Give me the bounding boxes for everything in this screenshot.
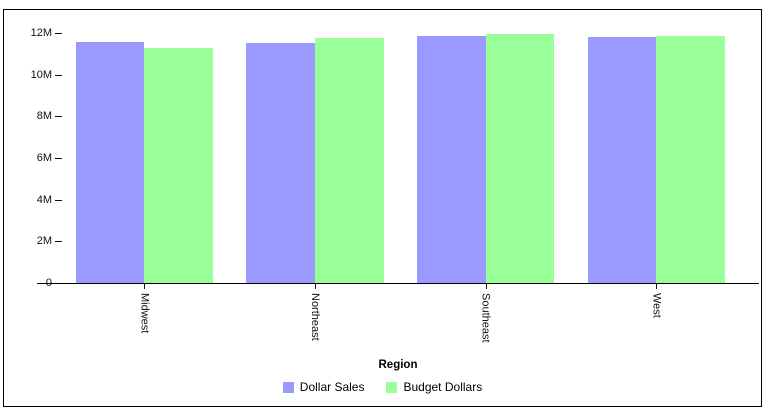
bar-dollar-sales-northeast [246,43,315,283]
y-tick-label-4m: 4M [36,193,52,206]
bar-dollar-sales-west [587,37,657,283]
x-tick-label-northeast: Northeast [308,293,321,341]
x-tick-mark-northeast [314,283,316,289]
y-tick-mark [55,74,62,76]
legend-item-dollar-sales: Dollar Sales [282,380,365,394]
y-tick-label-12m: 12M [30,27,52,39]
legend-label-dollar-sales: Dollar Sales [299,380,365,394]
x-tick-label-west: West [650,293,663,318]
x-tick-mark-midwest [144,283,146,289]
bar-dollar-sales-midwest [75,42,145,283]
grouped-bar-chart: 02M4M6M8M10M12M MidwestNortheastSoutheas… [3,9,762,407]
y-tick-label-6m: 6M [36,152,52,164]
x-tick-label-midwest: Midwest [138,293,151,334]
x-tick-mark-west [656,283,658,289]
y-tick-label-10m: 10M [30,68,52,81]
x-axis-title: Region [378,359,418,371]
bar-budget-dollars-southeast [485,34,555,283]
bar-budget-dollars-northeast [314,38,384,283]
legend-item-budget-dollars: Budget Dollars [386,380,482,394]
x-tick-mark-southeast [485,283,487,289]
y-tick-mark [55,158,62,159]
bar-dollar-sales-southeast [417,36,486,283]
bar-budget-dollars-midwest [144,47,213,283]
y-tick-mark [55,199,62,201]
bar-budget-dollars-west [656,36,725,283]
x-axis-line [37,283,759,284]
y-tick-label-2m: 2M [36,235,52,248]
y-tick-mark [55,33,62,34]
legend: Dollar Sales Budget Dollars [4,380,761,394]
y-tick-label-8m: 8M [36,110,52,123]
y-tick-mark [55,241,62,243]
y-tick-mark [55,116,62,118]
legend-label-budget-dollars: Budget Dollars [403,380,483,394]
legend-swatch-dollar-sales [282,381,294,393]
legend-swatch-budget-dollars [386,381,398,393]
x-tick-label-southeast: Southeast [479,293,492,343]
